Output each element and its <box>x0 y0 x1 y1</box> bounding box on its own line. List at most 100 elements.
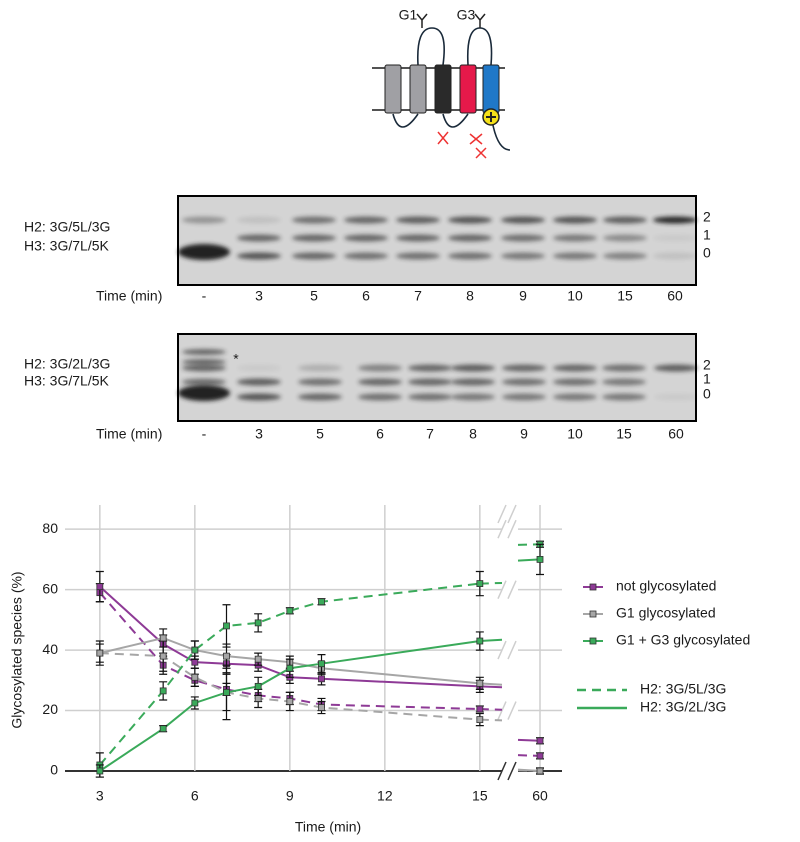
y-tick-label: 0 <box>50 762 58 778</box>
x-tick-label: 3 <box>96 788 104 804</box>
gel-band <box>603 234 647 242</box>
gel-band <box>502 378 546 386</box>
site-label: G3 <box>457 7 476 23</box>
point <box>159 652 167 660</box>
point <box>96 649 104 657</box>
topology-diagram: G1 G3 <box>372 7 511 159</box>
point <box>536 752 544 760</box>
point <box>286 698 294 705</box>
gel-band <box>654 393 698 401</box>
series-line-continuation <box>479 558 541 643</box>
helix <box>482 64 500 114</box>
y-tick-label: 20 <box>42 701 58 717</box>
band-mark: * <box>233 351 239 367</box>
gel-band <box>344 216 388 224</box>
point <box>191 646 199 654</box>
point <box>286 664 294 672</box>
gel-band <box>396 252 440 260</box>
gel-band <box>654 364 698 372</box>
lane-label: - <box>202 288 207 304</box>
band-label: 0 <box>703 245 711 261</box>
glycan-site <box>437 131 487 159</box>
gel-band <box>553 364 597 372</box>
lane-label: 7 <box>426 426 434 442</box>
point <box>536 737 544 745</box>
time-label: Time (min) <box>96 426 162 442</box>
gel-band <box>448 252 492 260</box>
legend-label: not glycosylated <box>616 578 716 594</box>
chart: 0 20 40 60 80 3 6 9 12 15 60 Time (min) Glycosylated… <box>9 504 750 835</box>
gel-band <box>408 393 452 401</box>
gel-band <box>237 393 281 401</box>
legend-marker <box>589 637 597 645</box>
lane-label: 5 <box>310 288 318 304</box>
loops <box>392 27 511 151</box>
band-label: 2 <box>703 209 711 225</box>
gel-band <box>451 364 495 372</box>
point <box>536 556 544 563</box>
gel-band <box>553 393 597 401</box>
x-tick-label: 60 <box>532 788 548 804</box>
gel-band <box>182 349 226 355</box>
gel-band <box>501 234 545 242</box>
construct-label: H2: 3G/5L/3G <box>24 219 110 235</box>
lane-label: 10 <box>567 426 583 442</box>
point <box>191 699 199 707</box>
axis-break <box>497 519 517 539</box>
gel-band <box>344 252 388 260</box>
x-tick-label: 9 <box>286 788 294 804</box>
y-tick-label: 60 <box>42 580 58 596</box>
gel-band <box>344 234 388 242</box>
lane-label: 15 <box>617 288 633 304</box>
series-line <box>99 652 480 721</box>
gel-band <box>396 234 440 242</box>
point <box>159 725 167 733</box>
lane-label: 7 <box>414 288 422 304</box>
gel-band <box>501 216 545 224</box>
point <box>223 622 230 630</box>
gel-band <box>396 216 440 224</box>
lane-label: 10 <box>567 288 583 304</box>
series-line-continuation <box>479 718 541 772</box>
point <box>96 583 104 591</box>
gel-band <box>451 378 495 386</box>
series-line-continuation <box>479 543 541 585</box>
gel-band <box>237 378 281 386</box>
helix <box>434 64 452 114</box>
axis-break <box>497 504 517 524</box>
gel-band <box>408 378 452 386</box>
gel-band <box>602 393 646 401</box>
legend-label: G1 glycosylated <box>616 605 716 621</box>
site-label: G1 <box>399 7 418 23</box>
axis-break <box>497 761 517 781</box>
point <box>96 767 104 775</box>
gel-band <box>448 234 492 242</box>
point <box>318 704 325 711</box>
point <box>159 634 167 642</box>
point <box>476 637 484 645</box>
gel-band <box>298 378 342 386</box>
band-label: 1 <box>703 227 711 243</box>
x-axis-title: Time (min) <box>295 819 361 835</box>
gel-band <box>553 234 597 242</box>
gel-band <box>553 378 597 386</box>
lane-label: 6 <box>376 426 384 442</box>
gel-frame <box>177 195 697 286</box>
gel-band <box>358 364 402 372</box>
lane-label: 9 <box>520 426 528 442</box>
band-label: 1 <box>703 371 711 387</box>
gel-band <box>182 378 226 386</box>
gel-band <box>553 216 597 224</box>
helix <box>384 64 402 114</box>
series-line <box>99 592 480 711</box>
lane-label: 8 <box>469 426 477 442</box>
gel-background <box>178 334 696 421</box>
lane-label: 60 <box>668 426 684 442</box>
lane-label: 60 <box>667 288 683 304</box>
series-line-continuation <box>479 685 541 742</box>
point <box>254 655 262 663</box>
lane-label: - <box>202 426 207 442</box>
gel-band <box>178 385 230 401</box>
